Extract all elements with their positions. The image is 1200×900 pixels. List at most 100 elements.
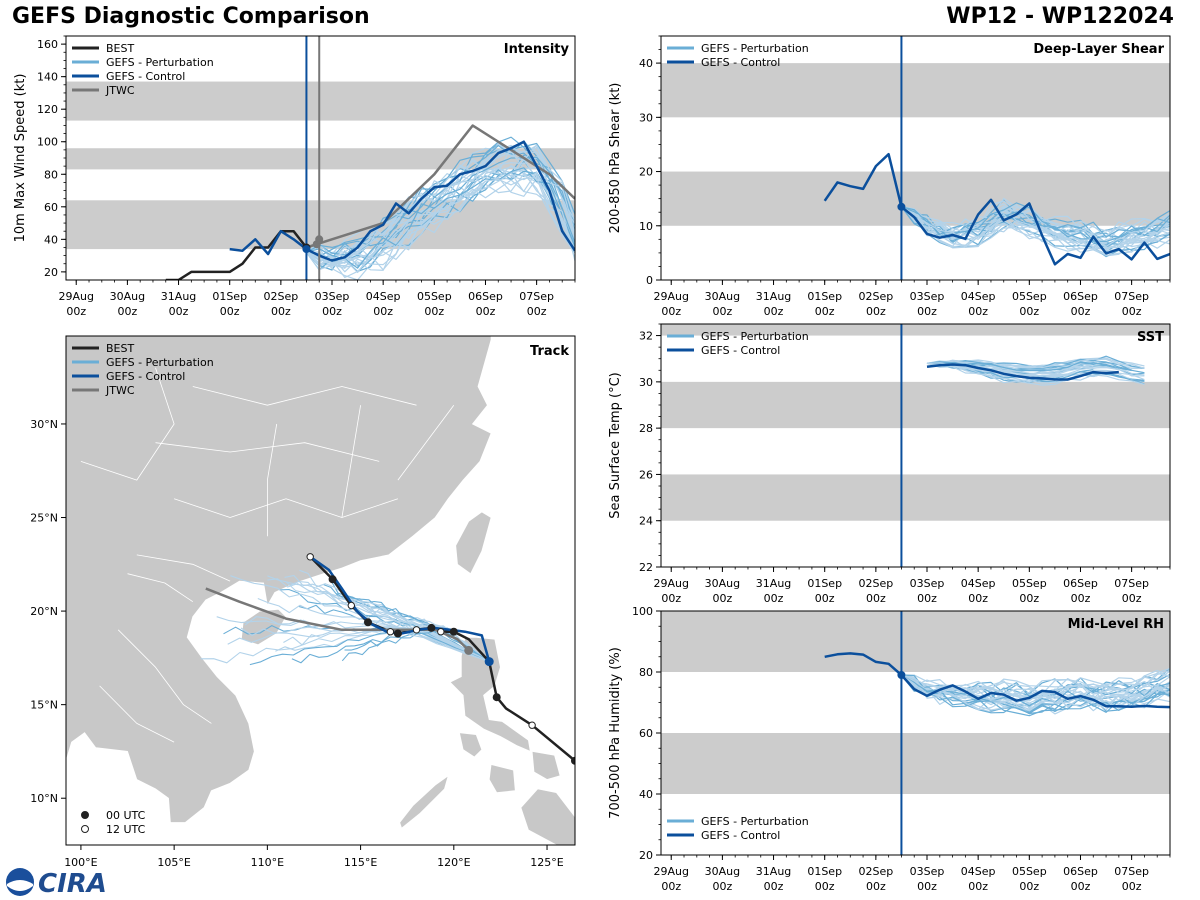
sst-panel: 22 24 26 28 30 32 29Aug 00z 30Aug 00z 31Aug 00z 01Se… xyxy=(608,323,1171,605)
sst-legend-label: GEFS - Perturbation xyxy=(701,330,809,343)
province-border xyxy=(155,442,380,462)
sst-xtick-label-hour: 00z xyxy=(712,592,732,605)
rh-perturbation-member xyxy=(901,674,1170,701)
shear-xtick-label-hour: 00z xyxy=(1122,305,1142,318)
sst-band-2 xyxy=(661,324,1170,336)
sst-perturbation-member xyxy=(926,362,1145,386)
intensity-title: Intensity xyxy=(504,42,570,57)
shear-ytick-label: 0 xyxy=(646,274,653,287)
shear-xtick-label-date: 02Sep xyxy=(858,290,893,303)
intensity-control-marker xyxy=(302,245,311,254)
shear-xtick-label-hour: 00z xyxy=(712,305,732,318)
intensity-xtick-label-date: 01Sep xyxy=(212,290,247,303)
track-xtick-label: 100°E xyxy=(64,856,97,869)
rh-ytick-label: 80 xyxy=(639,666,653,679)
rh-xtick-label-date: 02Sep xyxy=(858,865,893,878)
sst-band-1 xyxy=(661,381,1170,429)
track-perturbation-member xyxy=(275,628,490,663)
intensity-xtick-label-hour: 00z xyxy=(322,305,342,318)
intensity-xtick-label-hour: 00z xyxy=(220,305,240,318)
intensity-xtick-label-hour: 00z xyxy=(271,305,291,318)
sst-xtick-label-hour: 00z xyxy=(968,592,988,605)
shear-ytick-label: 20 xyxy=(639,166,653,179)
rh-ytick-label: 60 xyxy=(639,727,653,740)
sst-xtick-label-hour: 00z xyxy=(661,592,681,605)
province-border xyxy=(127,573,194,603)
track-best-00utc-marker xyxy=(571,756,575,765)
track-ytick-label: 15°N xyxy=(30,699,58,712)
rh-perturbation-member xyxy=(901,674,1170,711)
track-best-12utc-marker xyxy=(347,601,355,610)
intensity-band-1 xyxy=(66,148,575,170)
track-best-12utc-marker xyxy=(306,553,314,561)
track-xtick-label: 115°E xyxy=(344,856,377,869)
track-perturbation-member xyxy=(358,597,490,663)
cira-logo-text: CIRA xyxy=(38,869,107,898)
shear-ylabel: 200-850 hPa Shear (kt) xyxy=(608,83,623,234)
shear-xtick-label-hour: 00z xyxy=(968,305,988,318)
intensity-ytick-label: 40 xyxy=(44,233,58,246)
track-legend-label: BEST xyxy=(106,342,134,355)
shear-ytick-label: 40 xyxy=(639,57,653,70)
rh-perturbation-member xyxy=(901,674,1170,707)
hainan-land xyxy=(240,608,287,646)
province-border xyxy=(99,685,175,743)
rh-xtick-label-hour: 00z xyxy=(661,880,681,893)
shear-ytick-label: 30 xyxy=(639,111,653,124)
luzon-land xyxy=(449,636,531,753)
shear-panel: 0 10 20 30 40 29Aug 00z 30Aug 00z 31Aug 00z 01Sep 00… xyxy=(608,35,1171,318)
shear-xtick-label-date: 04Sep xyxy=(961,290,996,303)
rh-xtick-label-date: 06Sep xyxy=(1063,865,1098,878)
intensity-ylabel: 10m Max Wind Speed (kt) xyxy=(13,74,28,243)
sst-xtick-label-hour: 00z xyxy=(917,592,937,605)
shear-xtick-label-date: 01Sep xyxy=(807,290,842,303)
shear-xtick-label-date: 05Sep xyxy=(1012,290,1047,303)
samar-land xyxy=(531,750,561,780)
sst-xtick-label-date: 03Sep xyxy=(910,577,945,590)
rh-xtick-label-hour: 00z xyxy=(968,880,988,893)
sst-ytick-label: 30 xyxy=(639,376,653,389)
rh-legend-label: GEFS - Perturbation xyxy=(701,815,809,828)
intensity-perturbation-member xyxy=(306,177,575,279)
track-ytick-label: 10°N xyxy=(30,792,58,805)
rh-perturbation-member xyxy=(901,674,1170,704)
shear-xtick-label-date: 07Sep xyxy=(1114,290,1149,303)
intensity-perturbation-member xyxy=(306,176,575,280)
intensity-legend-label: BEST xyxy=(106,42,134,55)
track-perturbation-member xyxy=(267,578,490,663)
sst-perturbation-member xyxy=(926,362,1119,375)
intensity-xtick-label-date: 02Sep xyxy=(263,290,298,303)
intensity-band-2 xyxy=(66,81,575,121)
province-border xyxy=(341,405,361,518)
intensity-xtick-label-date: 06Sep xyxy=(468,290,503,303)
track-panel: 100°E 105°E 110°E 115°E 120°E 125°E 10°N 15°N 20… xyxy=(30,335,576,869)
sst-ytick-label: 28 xyxy=(639,422,653,435)
shear-perturbation-member xyxy=(900,206,1170,250)
intensity-xtick-label-date: 30Aug xyxy=(110,290,145,303)
track-time-legend-marker xyxy=(81,811,89,819)
intensity-xtick-label-date: 05Sep xyxy=(417,290,452,303)
shear-title: Deep-Layer Shear xyxy=(1033,42,1164,57)
track-best-00utc-marker xyxy=(328,575,337,584)
rh-xtick-label-hour: 00z xyxy=(1071,880,1091,893)
shear-xtick-label-hour: 00z xyxy=(764,305,784,318)
shear-control-line xyxy=(823,152,1170,266)
province-border xyxy=(136,554,231,582)
rh-xtick-label-date: 04Sep xyxy=(961,865,996,878)
intensity-legend-label: GEFS - Perturbation xyxy=(106,56,214,69)
sst-ytick-label: 26 xyxy=(639,468,653,481)
rh-control-line xyxy=(824,652,1170,709)
intensity-xtick-label-date: 03Sep xyxy=(315,290,350,303)
track-plot-area xyxy=(66,336,575,845)
sst-xtick-label-date: 07Sep xyxy=(1114,577,1149,590)
intensity-xtick-label-hour: 00z xyxy=(373,305,393,318)
track-best-12utc-marker xyxy=(412,626,421,634)
noaa-cira-logo: CIRA xyxy=(6,868,107,898)
track-best-12utc-marker xyxy=(386,628,395,636)
province-border xyxy=(117,629,212,724)
intensity-ytick-label: 140 xyxy=(37,71,58,84)
rh-xtick-label-date: 03Sep xyxy=(910,865,945,878)
sst-xtick-label-hour: 00z xyxy=(815,592,835,605)
sst-xtick-label-date: 30Aug xyxy=(705,577,740,590)
